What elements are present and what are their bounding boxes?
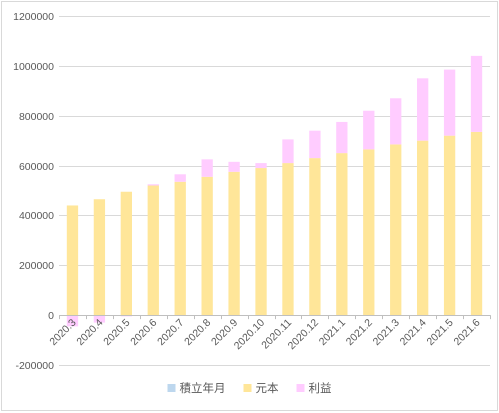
bar-segment (174, 181, 186, 316)
legend-swatch (243, 384, 252, 392)
bars (66, 55, 483, 327)
bar-segment (309, 130, 321, 159)
bar-segment (443, 69, 456, 136)
y-tick-labels: -200000 0 200000 400000 600000 800000 1000000 1… (13, 11, 54, 372)
bar-segment (93, 199, 106, 316)
x-tick-label: 2021.1 (317, 317, 348, 348)
x-tick-label: 2020.6 (128, 317, 159, 348)
bar-segment (309, 158, 321, 316)
x-tick-label: 2021.3 (371, 317, 402, 348)
bar-segment (470, 55, 483, 132)
y-tick-label: 1200000 (13, 11, 54, 23)
bar-segment (336, 153, 348, 316)
bar-segment (255, 163, 267, 169)
y-tick-label: 1000000 (13, 61, 54, 73)
y-tick-label: -200000 (15, 360, 54, 372)
y-tick-label: 200000 (19, 260, 54, 272)
legend-swatch (167, 384, 176, 392)
bar-segment (93, 315, 106, 323)
x-tick-label: 2021.5 (425, 317, 456, 348)
legend-label: 元本 (256, 381, 279, 395)
bar-segment (66, 315, 79, 327)
bar-segment (228, 161, 240, 172)
legend-swatch (296, 384, 305, 392)
bar-segment (470, 131, 483, 316)
x-tick-label: 2020.7 (155, 317, 186, 348)
y-tick-label: 0 (48, 310, 54, 322)
bar-segment (443, 135, 456, 316)
y-tick-label: 600000 (19, 161, 54, 173)
y-tick-label: 800000 (19, 111, 54, 123)
axes (59, 315, 491, 320)
bar-segment (174, 174, 186, 182)
x-tick-label: 2021.2 (344, 317, 375, 348)
bar-segment (416, 78, 429, 141)
legend-label: 積立年月 (180, 381, 226, 395)
x-tick-label: 2020.4 (74, 317, 105, 348)
bar-segment (201, 159, 213, 177)
bar-segment (336, 121, 348, 154)
bar-segment (363, 149, 375, 316)
x-tick-labels: 2020.32020.42020.52020.62020.72020.82020… (47, 317, 482, 352)
x-tick-label: 2020.5 (101, 317, 132, 348)
x-tick-label: 2021.6 (451, 317, 482, 348)
y-tick-label: 400000 (19, 210, 54, 222)
bar-segment (66, 205, 79, 316)
bar-segment (282, 163, 294, 316)
bar-segment (416, 140, 429, 316)
bar-segment (255, 168, 267, 316)
x-tick-label: 2021.4 (398, 317, 429, 348)
legend: 積立年月 元本 利益 (167, 381, 332, 395)
bar-segment (201, 176, 213, 316)
x-tick-label: 2020.12 (286, 317, 321, 352)
bar-segment (390, 98, 402, 145)
x-tick-label: 2020.8 (182, 317, 213, 348)
bar-segment (120, 191, 133, 316)
bar-segment (282, 139, 294, 164)
bar-segment (390, 144, 402, 316)
legend-label: 利益 (309, 381, 332, 395)
bar-segment (228, 171, 240, 316)
bar-segment (363, 110, 375, 150)
bar-segment (147, 184, 159, 186)
bar-segment (147, 185, 159, 316)
